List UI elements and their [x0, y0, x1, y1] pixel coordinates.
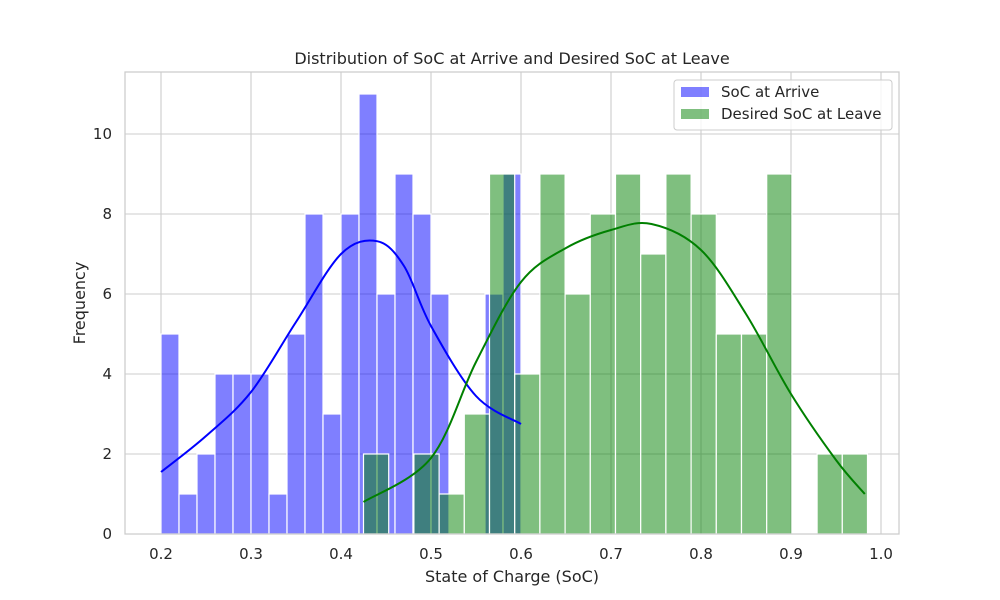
kde-line-desired-soc-at-leave [362, 221, 866, 503]
legend-swatch-soc-at-arrive [681, 87, 709, 97]
bars [160, 93, 869, 535]
bar-soc-at-arrive [214, 373, 234, 535]
legend-label-soc-at-arrive: SoC at Arrive [721, 83, 819, 101]
bar-soc-at-arrive [160, 333, 180, 535]
bar-desired-soc-at-leave [690, 213, 717, 535]
x-tick-label: 0.6 [509, 545, 533, 563]
y-tick-label: 4 [102, 365, 112, 383]
bar-soc-at-arrive [286, 333, 306, 535]
axis-ticks: 0.2 0.3 0.4 0.5 0.6 0.7 0.8 0.9 1.0 0 2 4 6 8 10 [93, 125, 893, 563]
bar-desired-soc-at-leave [841, 453, 869, 535]
chart-title: Distribution of SoC at Arrive and Desire… [294, 49, 729, 68]
bar-desired-soc-at-leave [640, 253, 667, 535]
bar-soc-at-arrive [232, 373, 252, 535]
legend-box [673, 79, 893, 131]
bar-desired-soc-at-leave [589, 213, 617, 535]
y-axis-title: Frequency [70, 262, 89, 345]
bar-soc-at-arrive [268, 493, 288, 535]
bar-desired-soc-at-leave [766, 173, 793, 535]
bar-desired-soc-at-leave [816, 453, 843, 535]
x-axis-title: State of Charge (SoC) [425, 567, 599, 586]
x-tick-label: 1.0 [869, 545, 893, 563]
legend-swatch-desired-soc-at-leave [681, 109, 709, 119]
bar-soc-at-arrive [250, 373, 270, 535]
legend-label-desired-soc-at-leave: Desired SoC at Leave [721, 105, 882, 123]
y-tick-label: 0 [102, 525, 112, 543]
y-tick-label: 6 [102, 285, 112, 303]
bar-soc-at-arrive [178, 493, 198, 535]
x-tick-label: 0.7 [599, 545, 623, 563]
plot-frame [124, 71, 900, 535]
y-tick-label: 2 [102, 445, 112, 463]
bar-desired-soc-at-leave [362, 453, 390, 535]
x-tick-label: 0.8 [689, 545, 713, 563]
bar-desired-soc-at-leave [438, 493, 465, 535]
bar-desired-soc-at-leave [740, 333, 768, 535]
x-tick-label: 0.4 [329, 545, 353, 563]
bar-soc-at-arrive [196, 453, 216, 535]
bar-desired-soc-at-leave [715, 333, 743, 535]
x-tick-label: 0.3 [239, 545, 263, 563]
x-tick-label: 0.5 [419, 545, 443, 563]
bar-desired-soc-at-leave [665, 173, 692, 535]
kde-line-soc-at-arrive [160, 239, 522, 473]
x-tick-label: 0.2 [149, 545, 173, 563]
legend: SoC at Arrive Desired SoC at Leave [673, 79, 893, 131]
bar-desired-soc-at-leave [564, 293, 591, 535]
bar-desired-soc-at-leave [539, 173, 566, 535]
kde-curves [160, 221, 866, 503]
x-tick-label: 0.9 [779, 545, 803, 563]
bar-desired-soc-at-leave [488, 173, 516, 535]
bar-desired-soc-at-leave [463, 413, 491, 535]
bar-desired-soc-at-leave [514, 373, 541, 535]
bar-soc-at-arrive [322, 413, 342, 535]
y-tick-label: 10 [93, 125, 112, 143]
bar-soc-at-arrive [304, 213, 324, 535]
y-tick-label: 8 [102, 205, 112, 223]
bar-soc-at-arrive [340, 213, 360, 535]
bar-desired-soc-at-leave [413, 453, 440, 535]
